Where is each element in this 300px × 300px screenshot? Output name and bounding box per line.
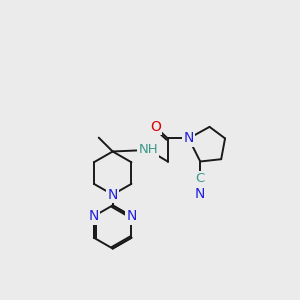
- Text: NH: NH: [139, 143, 158, 157]
- Text: N: N: [89, 209, 99, 223]
- Text: O: O: [150, 120, 161, 134]
- Text: N: N: [195, 187, 206, 201]
- Text: N: N: [107, 188, 118, 202]
- Text: C: C: [196, 172, 205, 185]
- Text: N: N: [183, 131, 194, 146]
- Text: N: N: [126, 209, 137, 223]
